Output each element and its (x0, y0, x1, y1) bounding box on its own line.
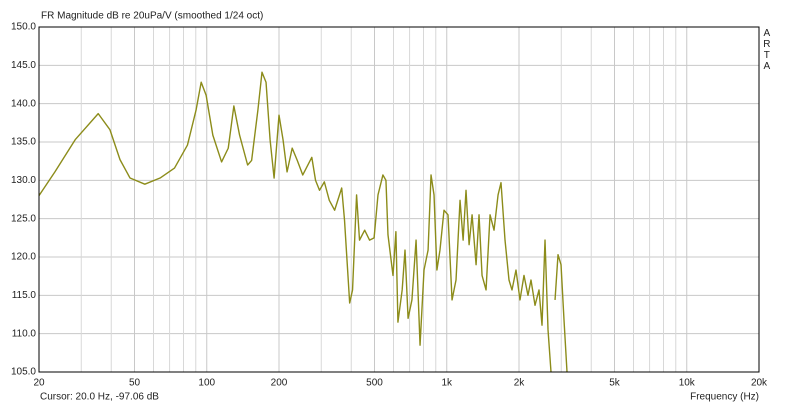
x-tick-label: 50 (129, 378, 141, 389)
x-tick-label: 200 (271, 378, 288, 389)
plot-area (39, 71, 568, 372)
y-tick-label: 145.0 (11, 60, 36, 71)
y-tick-label: 150.0 (11, 22, 36, 33)
x-tick-label: 1k (441, 378, 453, 389)
y-tick-label: 105.0 (11, 367, 36, 378)
x-tick-label: 5k (609, 378, 621, 389)
grid (38, 26, 760, 373)
x-tick-label: 500 (366, 378, 383, 389)
x-axis-label: Frequency (Hz) (690, 392, 759, 403)
y-tick-label: 140.0 (11, 98, 36, 109)
y-tick-label: 125.0 (11, 213, 36, 224)
plot-frame (38, 26, 760, 373)
y-tick-label: 135.0 (11, 137, 36, 148)
x-tick-label: 10k (679, 378, 696, 389)
x-tick-label: 2k (514, 378, 526, 389)
x-tick-label: 20 (33, 378, 45, 389)
y-tick-label: 110.0 (12, 328, 37, 339)
y-tick-label: 130.0 (11, 175, 36, 186)
x-tick-label: 20k (751, 378, 768, 389)
response-line (39, 71, 568, 372)
y-tick-label: 120.0 (11, 252, 36, 263)
side-label: ARTA (761, 28, 772, 72)
cursor-status: Cursor: 20.0 Hz, -97.06 dB (40, 392, 159, 403)
chart-title: FR Magnitude dB re 20uPa/V (smoothed 1/2… (41, 11, 263, 22)
y-tick-label: 115.0 (12, 290, 37, 301)
x-tick-label: 100 (198, 378, 215, 389)
